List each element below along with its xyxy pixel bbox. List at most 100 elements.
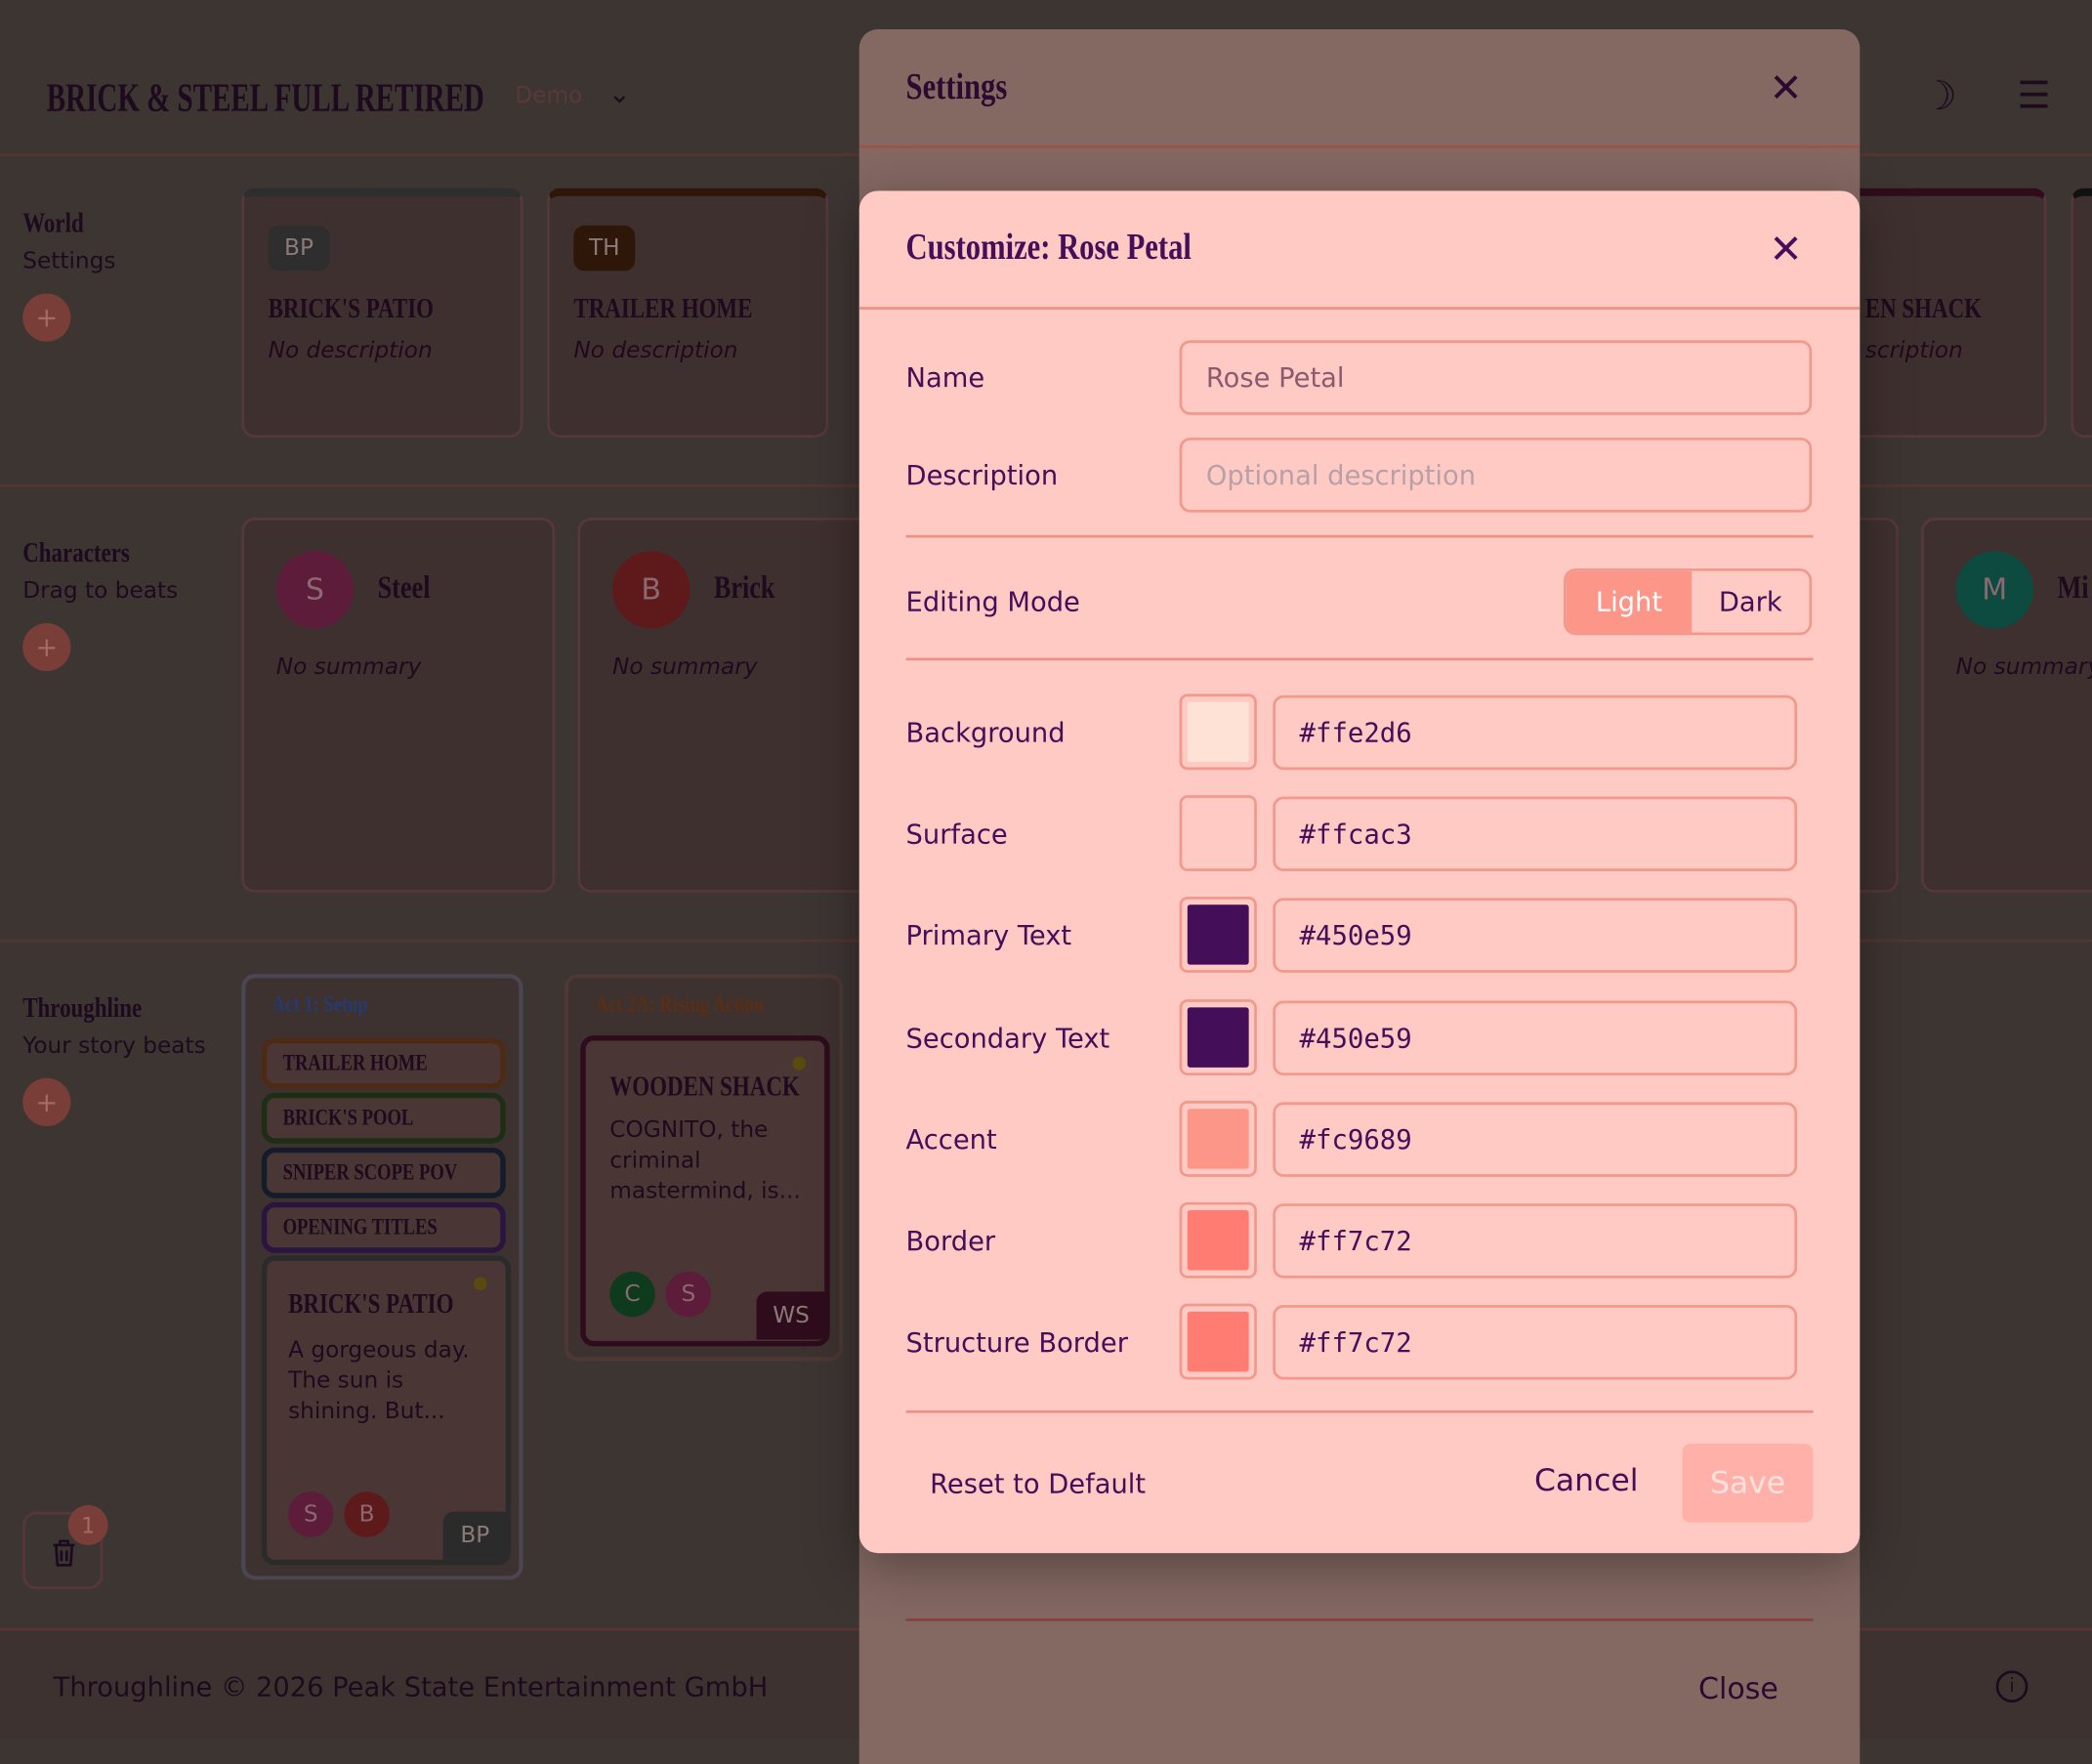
project-badge: Demo — [515, 82, 583, 110]
hex-value: #ffe2d6 — [1299, 716, 1412, 749]
background-label: Background — [905, 716, 1066, 749]
border-label: Border — [905, 1225, 996, 1257]
project-title-wrap: BRICK & STEEL FULL RETIRED — [47, 74, 484, 119]
close-icon[interactable]: ✕ — [1769, 64, 1803, 112]
color-preview — [1187, 1108, 1249, 1169]
border-hex-input[interactable]: #ff7c72 — [1273, 1203, 1798, 1279]
surface-label: Surface — [905, 818, 1008, 851]
accent-swatch[interactable] — [1179, 1100, 1257, 1177]
world-subtitle: Settings — [22, 248, 116, 275]
throughline-subtitle: Your story beats — [22, 1032, 206, 1060]
color-preview — [1187, 1312, 1249, 1372]
background-hex-input[interactable]: #ffe2d6 — [1273, 694, 1798, 771]
avatar: M — [1955, 551, 2033, 629]
hex-value: #ffcac3 — [1299, 818, 1412, 851]
color-preview — [1187, 701, 1249, 763]
accent-label: Accent — [905, 1122, 997, 1155]
border-swatch[interactable] — [1179, 1201, 1257, 1279]
character-card[interactable]: M Mi No summary — [1921, 518, 2092, 893]
name-label: Name — [905, 361, 985, 394]
secondary-text-swatch[interactable] — [1179, 998, 1257, 1075]
close-button[interactable]: Close — [1698, 1673, 1778, 1707]
character-name: Brick — [713, 570, 775, 607]
divider — [858, 145, 1861, 148]
cancel-button[interactable]: Cancel — [1533, 1463, 1639, 1499]
trash-button[interactable] — [22, 1511, 104, 1589]
beat-item[interactable]: OPENING TITLES — [261, 1201, 506, 1253]
character-summary: No summary — [612, 653, 758, 681]
accent-hex-input[interactable]: #fc9689 — [1273, 1102, 1798, 1177]
surface-hex-input[interactable]: #ffcac3 — [1273, 796, 1798, 872]
avatar: S — [288, 1491, 334, 1537]
status-dot — [792, 1056, 807, 1071]
color-preview — [1187, 1210, 1249, 1271]
add-character-button[interactable]: + — [22, 622, 71, 672]
trash-count-badge: 1 — [67, 1504, 108, 1545]
surface-swatch[interactable] — [1179, 795, 1257, 872]
location-tag: WS — [756, 1291, 826, 1340]
beat-item[interactable]: BRICK'S POOL — [261, 1092, 506, 1144]
name-input[interactable]: Rose Petal — [1179, 340, 1813, 415]
beat-item[interactable]: SNIPER SCOPE POV — [261, 1147, 506, 1198]
location-badge: TH — [573, 225, 636, 272]
character-summary: No summary — [1955, 653, 2092, 681]
act-column: Act 2A: Rising Action WOODEN SHACK COGNI… — [564, 974, 844, 1362]
character-card[interactable]: S Steel No summary — [241, 518, 556, 893]
add-world-button[interactable]: + — [22, 293, 71, 342]
structure-border-hex-input[interactable]: #ff7c72 — [1273, 1305, 1798, 1380]
character-name: Mi — [2057, 570, 2089, 607]
primary-text-hex-input[interactable]: #450e59 — [1273, 898, 1798, 974]
world-card[interactable] — [2071, 188, 2092, 439]
characters-subtitle: Drag to beats — [22, 577, 179, 605]
primary-text-label: Primary Text — [905, 919, 1072, 952]
secondary-text-hex-input[interactable]: #450e59 — [1273, 999, 1798, 1075]
beat-card[interactable]: BRICK'S PATIO A gorgeous day. The sun is… — [261, 1255, 512, 1566]
world-title: World — [22, 206, 84, 239]
beat-card[interactable]: WOODEN SHACK COGNITO, the criminal maste… — [580, 1035, 830, 1347]
project-title: BRICK & STEEL FULL RETIRED — [47, 74, 484, 119]
divider — [905, 1409, 1814, 1413]
structure-border-swatch[interactable] — [1179, 1303, 1257, 1380]
mode-light-button[interactable]: Light — [1566, 570, 1693, 633]
moon-icon[interactable]: ☽ — [1921, 73, 1957, 120]
location-tag: BP — [442, 1511, 508, 1560]
chevron-down-icon[interactable]: ⌄ — [607, 77, 631, 110]
card-desc: No description — [268, 337, 433, 364]
description-input[interactable]: Optional description — [1179, 438, 1813, 513]
avatar: B — [344, 1491, 390, 1537]
act-title: Act 1: Setup — [272, 990, 368, 1017]
character-card[interactable]: B Brick No summary — [577, 518, 892, 893]
background-swatch[interactable] — [1179, 693, 1257, 771]
beat-card-title: WOODEN SHACK — [609, 1070, 800, 1103]
reset-default-button[interactable]: Reset to Default — [930, 1467, 1147, 1500]
throughline-title: Throughline — [22, 990, 143, 1024]
mode-toggle: Light Dark — [1564, 567, 1813, 636]
world-card[interactable]: TH TRAILER HOME No description — [547, 188, 829, 439]
characters-title: Characters — [22, 536, 130, 568]
avatar: B — [612, 551, 690, 629]
beat-title: OPENING TITLES — [282, 1214, 438, 1240]
avatar: C — [609, 1271, 655, 1318]
beat-title: TRAILER HOME — [282, 1050, 428, 1076]
add-beat-button[interactable]: + — [22, 1077, 71, 1126]
menu-icon[interactable]: ☰ — [2017, 73, 2051, 118]
color-preview — [1187, 904, 1249, 966]
customize-theme-dialog: Customize: Rose Petal ✕ Name Rose Petal … — [858, 190, 1861, 1554]
world-card[interactable]: BP BRICK'S PATIO No description — [241, 188, 523, 439]
beat-item[interactable]: TRAILER HOME — [261, 1037, 506, 1089]
primary-text-swatch[interactable] — [1179, 897, 1257, 974]
structure-border-label: Structure Border — [905, 1326, 1128, 1359]
save-button[interactable]: Save — [1682, 1444, 1814, 1523]
hex-value: #fc9689 — [1299, 1122, 1412, 1155]
description-placeholder: Optional description — [1205, 458, 1477, 491]
editing-mode-label: Editing Mode — [905, 585, 1080, 618]
card-desc: scription — [1864, 337, 1963, 364]
beat-card-text: A gorgeous day. The sun is shining. But.… — [288, 1336, 470, 1425]
close-icon[interactable]: ✕ — [1769, 227, 1803, 274]
divider — [905, 657, 1814, 661]
mode-dark-button[interactable]: Dark — [1718, 585, 1782, 618]
card-desc: No description — [573, 337, 738, 364]
hex-value: #ff7c72 — [1299, 1225, 1412, 1257]
info-icon[interactable]: i — [1995, 1670, 2029, 1703]
